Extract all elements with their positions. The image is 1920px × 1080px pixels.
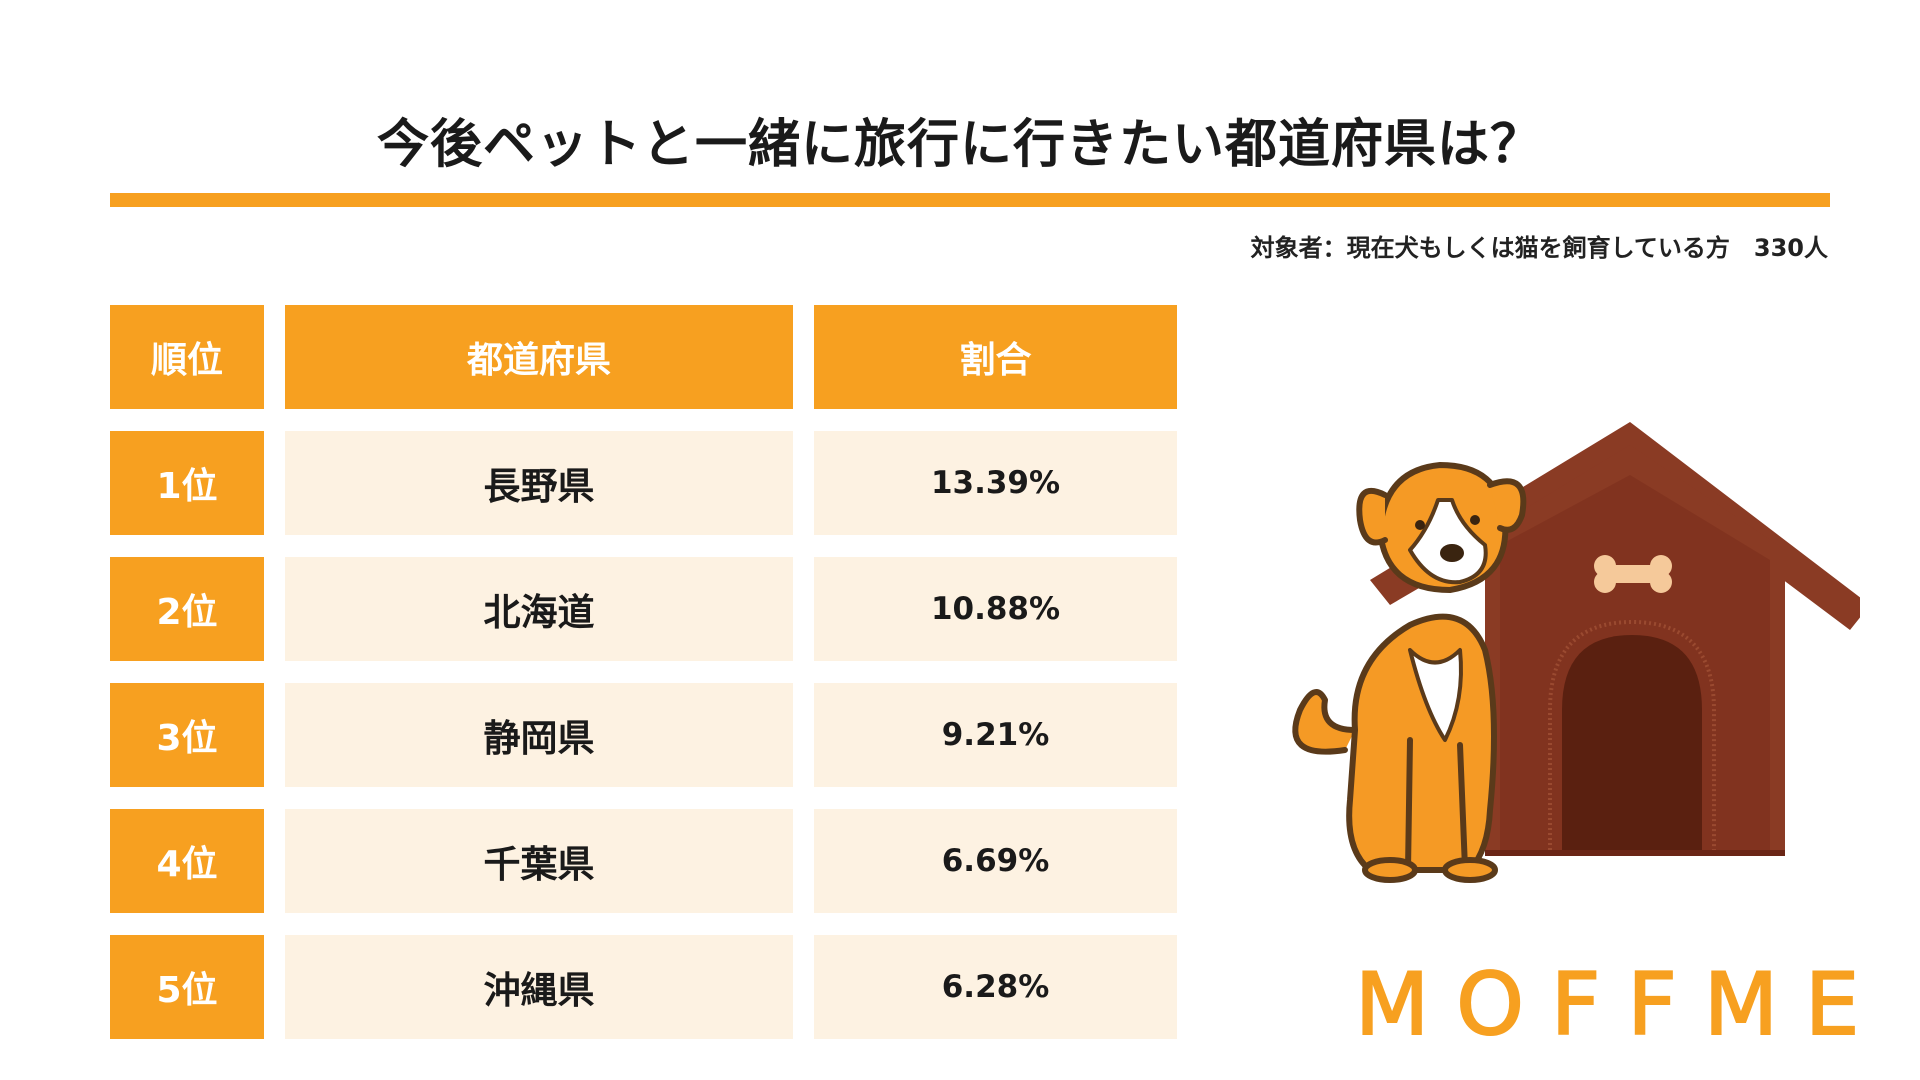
header-rank: 順位	[110, 305, 264, 409]
rank-cell: 1位	[110, 431, 264, 535]
rank-cell: 2位	[110, 557, 264, 661]
percent-cell: 6.28%	[814, 935, 1177, 1039]
dog-icon	[1292, 462, 1527, 883]
prefecture-cell: 静岡県	[285, 683, 793, 787]
percent-cell: 10.88%	[814, 557, 1177, 661]
header-prefecture: 都道府県	[285, 305, 793, 409]
prefecture-cell: 北海道	[285, 557, 793, 661]
rank-cell: 5位	[110, 935, 264, 1039]
rank-cell: 3位	[110, 683, 264, 787]
percent-cell: 9.21%	[814, 683, 1177, 787]
rank-cell: 4位	[110, 809, 264, 913]
prefecture-cell: 長野県	[285, 431, 793, 535]
doghouse-icon	[1370, 422, 1860, 856]
moffme-logo: MOFFME	[1354, 954, 1887, 1056]
prefecture-cell: 沖縄県	[285, 935, 793, 1039]
survey-note: 対象者：現在犬もしくは猫を飼育している方 330人	[1250, 234, 1828, 262]
dog-and-doghouse-illustration	[1292, 422, 1860, 883]
percent-cell: 6.69%	[814, 809, 1177, 913]
title-underline	[110, 193, 1830, 207]
percent-cell: 13.39%	[814, 431, 1177, 535]
bone-icon	[1594, 555, 1672, 593]
header-percent: 割合	[814, 305, 1177, 409]
prefecture-cell: 千葉県	[285, 809, 793, 913]
chart-title: 今後ペットと一緒に旅行に行きたい都道府県は？	[376, 115, 1543, 175]
